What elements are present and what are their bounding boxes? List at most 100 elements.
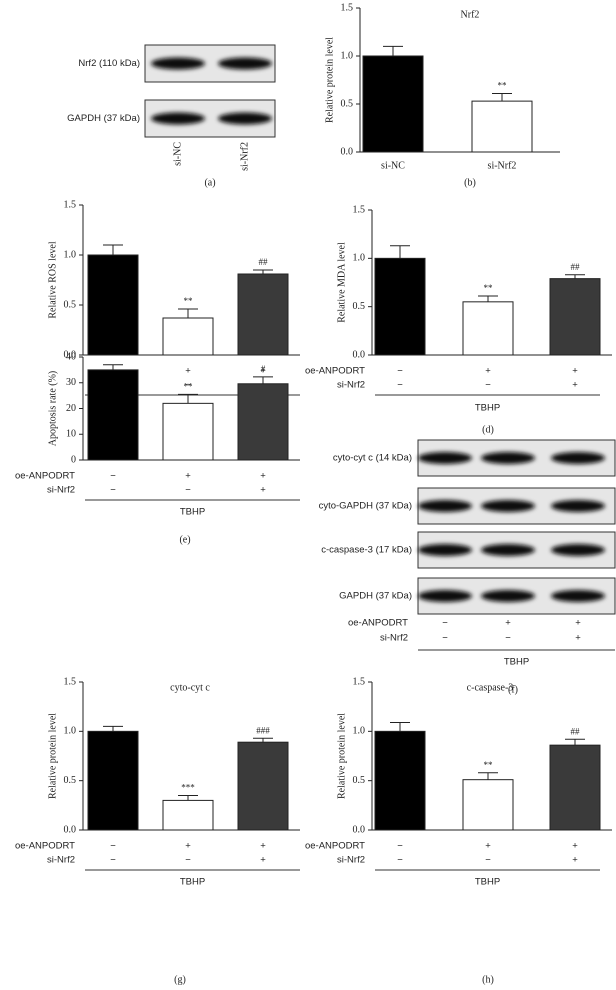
- group-label: TBHP: [475, 877, 500, 888]
- bar: [462, 779, 514, 831]
- row-mark: +: [575, 633, 581, 644]
- y-axis-label: Relative protein level: [47, 713, 58, 799]
- bar: [87, 730, 139, 831]
- y-tick-label: 1.5: [353, 204, 366, 215]
- row-mark: +: [575, 618, 581, 629]
- blot-band: [418, 590, 472, 602]
- row-mark: +: [185, 841, 191, 852]
- row-mark: +: [572, 855, 578, 866]
- y-tick-label: 0.5: [64, 299, 77, 310]
- blot-band: [481, 500, 535, 512]
- significance-label: **: [184, 381, 194, 391]
- bar: [549, 744, 601, 831]
- y-tick-label: 0.5: [341, 98, 354, 109]
- blot-band: [418, 452, 472, 464]
- y-tick-label: 1.0: [64, 249, 77, 260]
- blot-band: [551, 452, 605, 464]
- significance-label: **: [184, 296, 194, 306]
- row-mark: −: [397, 366, 403, 377]
- y-tick-label: 0.0: [64, 824, 77, 835]
- row-mark: −: [505, 633, 511, 644]
- row-label: si-Nrf2: [337, 380, 365, 391]
- y-tick-label: 0.5: [353, 775, 366, 786]
- row-mark: +: [485, 366, 491, 377]
- blot-band: [418, 544, 472, 556]
- y-tick-label: 40: [66, 351, 76, 362]
- blot-band: [481, 452, 535, 464]
- y-axis-label: Relative ROS level: [47, 241, 58, 318]
- row-mark: −: [485, 855, 491, 866]
- bar: [374, 730, 426, 831]
- significance-label: **: [498, 81, 508, 91]
- lane-label: si-Nrf2: [239, 142, 250, 171]
- row-mark: −: [185, 855, 191, 866]
- row-label: si-Nrf2: [337, 855, 365, 866]
- row-label: si-Nrf2: [47, 855, 75, 866]
- panel-label: (b): [464, 177, 476, 188]
- significance-label: ##: [571, 726, 581, 736]
- bar: [549, 278, 601, 356]
- y-tick-label: 1.5: [353, 676, 366, 687]
- bar: [362, 55, 424, 153]
- y-axis-label: Relative MDA level: [336, 242, 347, 323]
- bar: [162, 317, 214, 356]
- row-mark: −: [397, 855, 403, 866]
- panel-label: (e): [179, 534, 190, 545]
- chart-title: cyto-cyt c: [170, 682, 210, 693]
- significance-label: ##: [259, 257, 269, 267]
- band-label: cyto-GAPDH (37 kDa): [319, 501, 412, 512]
- row-mark: −: [442, 618, 448, 629]
- row-mark: +: [185, 366, 191, 377]
- bar: [374, 257, 426, 356]
- blot-band: [551, 544, 605, 556]
- group-label: TBHP: [504, 657, 529, 668]
- y-tick-label: 0.0: [64, 349, 77, 360]
- y-tick-label: 0.0: [353, 349, 366, 360]
- band-label: cyto-cyt c (14 kDa): [333, 453, 412, 464]
- row-mark: −: [442, 633, 448, 644]
- row-mark: −: [397, 380, 403, 391]
- row-mark: −: [110, 471, 116, 482]
- bar: [462, 301, 514, 356]
- chart-title: c-caspase-3: [467, 682, 514, 693]
- blot-band: [551, 590, 605, 602]
- significance-label: #: [261, 364, 266, 374]
- bar: [471, 100, 533, 153]
- y-tick-label: 20: [66, 403, 76, 414]
- y-tick-label: 1.0: [353, 726, 366, 737]
- panel-label: (f): [508, 684, 518, 695]
- bar: [237, 383, 289, 461]
- panel-label: (d): [482, 424, 494, 435]
- band-label: Nrf2 (110 kDa): [78, 58, 140, 69]
- row-label: oe-ANPODRT: [15, 471, 75, 482]
- group-label: TBHP: [475, 403, 500, 414]
- y-tick-label: 10: [66, 429, 76, 440]
- row-mark: +: [185, 471, 191, 482]
- row-mark: −: [397, 841, 403, 852]
- row-mark: −: [110, 841, 116, 852]
- row-mark: −: [110, 855, 116, 866]
- blot-band: [151, 112, 205, 125]
- group-label: TBHP: [180, 507, 205, 518]
- row-mark: −: [485, 380, 491, 391]
- row-label: oe-ANPODRT: [305, 366, 365, 377]
- blot-band: [218, 112, 272, 125]
- row-mark: −: [110, 485, 116, 496]
- row-mark: +: [260, 855, 266, 866]
- y-axis-label: Relative protein level: [336, 713, 347, 799]
- significance-label: **: [484, 760, 494, 770]
- blot-band: [481, 544, 535, 556]
- y-axis-label: Relative protein level: [324, 37, 335, 123]
- x-tick-label: si-NC: [381, 160, 405, 171]
- bar: [162, 799, 214, 831]
- y-tick-label: 1.0: [64, 726, 77, 737]
- band-label: GAPDH (37 kDa): [67, 113, 140, 124]
- panel-label: (a): [204, 177, 215, 188]
- row-mark: +: [260, 841, 266, 852]
- row-mark: +: [572, 380, 578, 391]
- row-label: oe-ANPODRT: [305, 841, 365, 852]
- blot-band: [551, 500, 605, 512]
- band-label: GAPDH (37 kDa): [339, 591, 412, 602]
- y-tick-label: 30: [66, 377, 76, 388]
- blot-band: [151, 57, 205, 70]
